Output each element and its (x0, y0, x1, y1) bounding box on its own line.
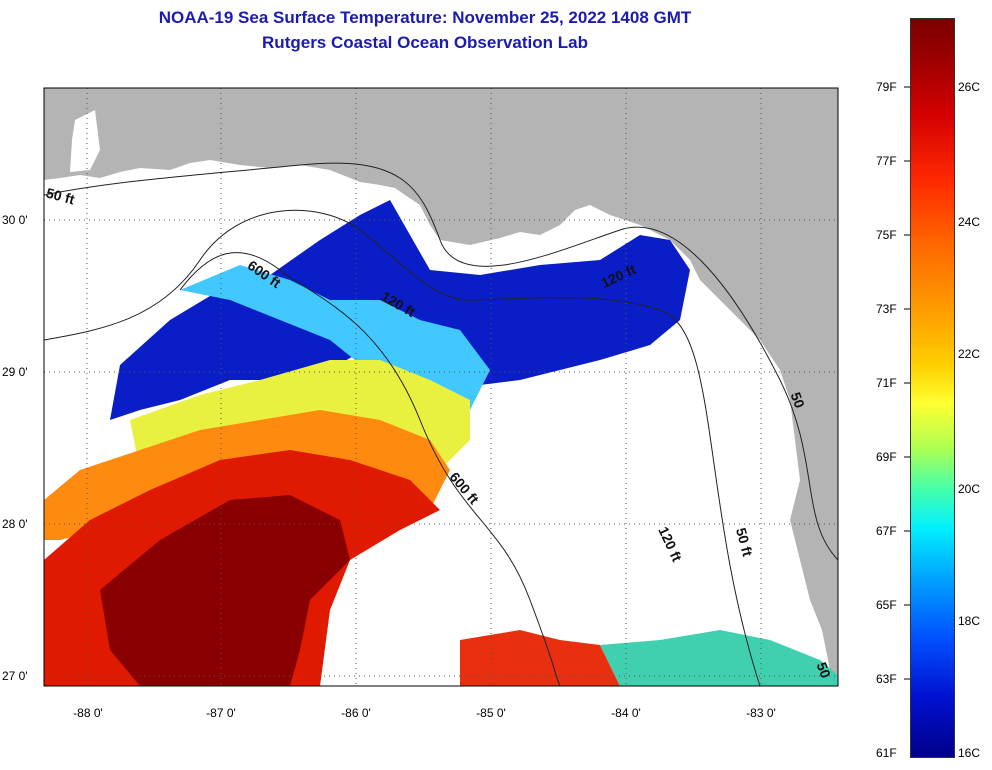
colorbar-f-label: 71F (876, 376, 897, 390)
lon-label: -86 0' (341, 706, 371, 720)
colorbar-f-label: 65F (876, 598, 897, 612)
colorbar-f-label: 79F (876, 80, 897, 94)
lon-label: -87 0' (206, 706, 236, 720)
contour-50ft (44, 162, 838, 561)
sst-dark-red (100, 495, 350, 686)
land-mass (44, 88, 838, 675)
lon-label: -85 0' (476, 706, 506, 720)
colorbar-f-label: 67F (876, 524, 897, 538)
bay (70, 110, 100, 172)
lon-label: -84 0' (611, 706, 641, 720)
colorbar-c-label: 24C (958, 215, 981, 229)
colorbar-c-label: 20C (958, 482, 981, 496)
sst-south-band (460, 630, 620, 686)
contour-120ft (44, 209, 761, 686)
lat-label: 27 0' (2, 669, 28, 683)
colorbar-f-label: 69F (876, 450, 897, 464)
colorbar-f-label: 63F (876, 672, 897, 686)
lat-label: 30 0' (2, 213, 28, 227)
title-line-1: NOAA-19 Sea Surface Temperature: Novembe… (158, 8, 692, 27)
lon-label: -88 0' (73, 706, 103, 720)
colorbar (910, 18, 955, 758)
lon-label: -83 0' (746, 706, 776, 720)
sst-south-cyan (600, 630, 838, 686)
title-line-2: Rutgers Coastal Ocean Observation Lab (262, 33, 588, 52)
colorbar-c-label: 26C (958, 80, 981, 94)
colorbar-c-label: 16C (958, 746, 981, 760)
lat-label: 28 0' (2, 517, 28, 531)
colorbar-f-label: 73F (876, 302, 897, 316)
colorbar-f-label: 61F (876, 746, 897, 760)
lat-label: 29 0' (2, 365, 28, 379)
colorbar-f-label: 77F (876, 154, 897, 168)
colorbar-f-label: 75F (876, 228, 897, 242)
colorbar-c-label: 18C (958, 614, 981, 628)
colorbar-c-label: 22C (958, 347, 981, 361)
contour-600ft (179, 252, 561, 686)
